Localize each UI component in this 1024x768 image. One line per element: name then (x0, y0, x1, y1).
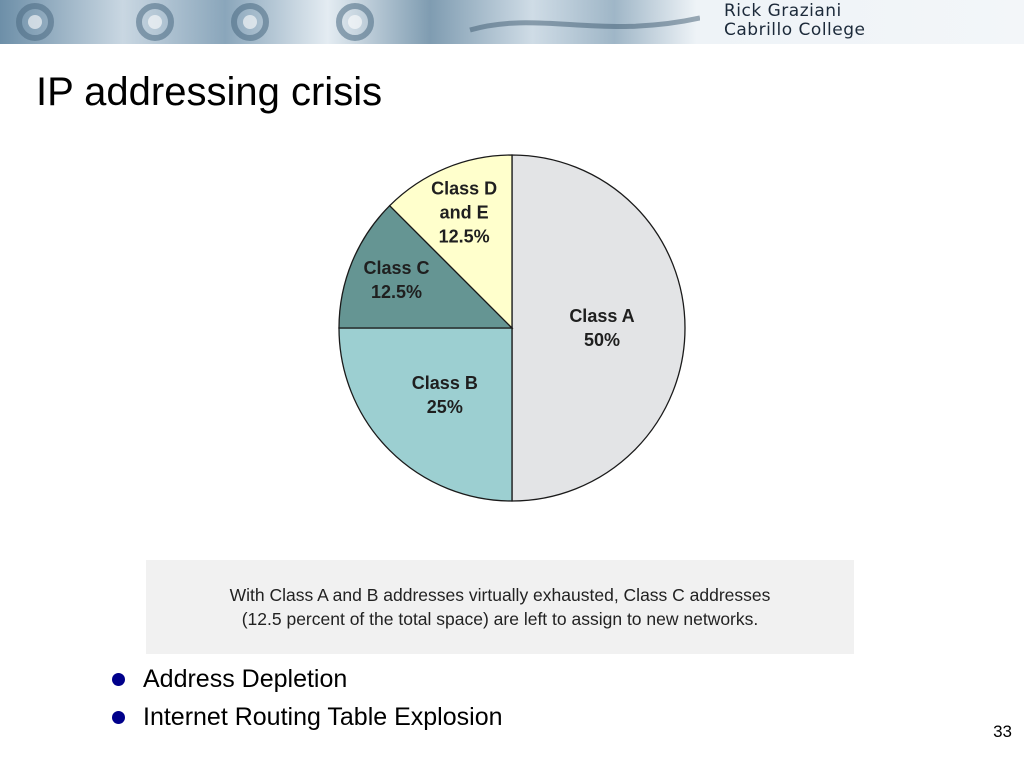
pie-label-line: Class D (431, 179, 497, 199)
pie-label-line: 12.5% (371, 282, 422, 302)
bullet-text: Address Depletion (143, 664, 348, 693)
pie-label-line: 50% (584, 330, 620, 350)
pie-label-class-d-and-e: Class D and E 12.5% (431, 179, 497, 247)
pie-chart: Class A 50% Class B 25% Class C 12.5% Class D a… (338, 154, 686, 502)
caption-line-2: (12.5 percent of the total space) are le… (241, 609, 759, 629)
caption-line-1: With Class A and B addresses virtually e… (229, 585, 771, 605)
pie-slice-class-b (338, 327, 513, 502)
pie-label-class-a: Class A 50% (569, 306, 634, 350)
pie-slice-class-a (511, 154, 686, 502)
chart-caption: With Class A and B addresses virtually e… (146, 560, 854, 654)
slide-title: IP addressing crisis (36, 70, 383, 114)
pie-label-line: Class C (363, 258, 429, 278)
pie-label-line: 12.5% (439, 227, 490, 247)
pie-label-line: Class B (412, 373, 478, 393)
bullet-icon (112, 672, 125, 686)
author-info: Rick Graziani Cabrillo College (724, 2, 1024, 42)
pie-slice-class-d-and-e (388, 154, 513, 330)
author-college: Cabrillo College (724, 20, 866, 40)
pie-slice-class-c (338, 204, 514, 329)
pie-label-line: 25% (427, 397, 463, 417)
page-number: 33 (993, 722, 1012, 741)
pie-label-line: Class A (569, 306, 634, 326)
pie-label-line: and E (440, 203, 489, 223)
pie-label-class-b: Class B 25% (412, 373, 478, 417)
bullet-text: Internet Routing Table Explosion (143, 702, 503, 731)
bullet-item: Address Depletion (112, 660, 503, 698)
bullet-item: Internet Routing Table Explosion (112, 698, 503, 736)
bullet-list: Address Depletion Internet Routing Table… (112, 660, 503, 736)
banner-decoration (16, 3, 700, 41)
bullet-icon (112, 710, 125, 724)
pie-label-class-c: Class C 12.5% (363, 258, 429, 302)
author-name: Rick Graziani (724, 1, 842, 21)
header-banner: Rick Graziani Cabrillo College (0, 0, 1024, 44)
